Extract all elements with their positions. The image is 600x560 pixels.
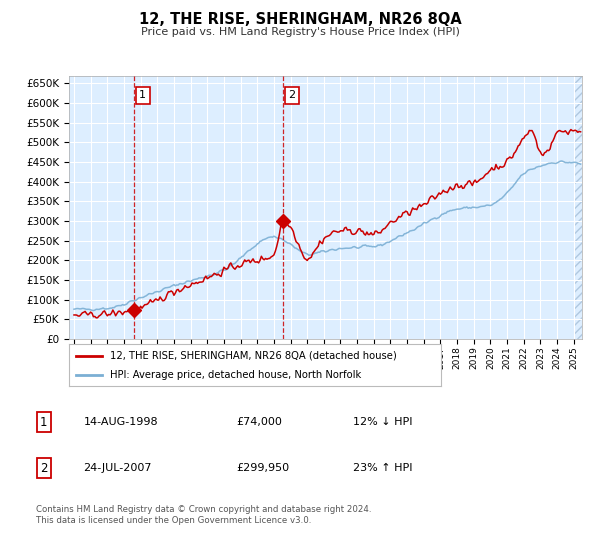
Text: 2: 2 [288,90,295,100]
Text: 12, THE RISE, SHERINGHAM, NR26 8QA (detached house): 12, THE RISE, SHERINGHAM, NR26 8QA (deta… [110,351,397,361]
Text: 1: 1 [40,416,47,429]
Text: £299,950: £299,950 [236,463,290,473]
Text: 2: 2 [40,462,47,475]
Text: 12% ↓ HPI: 12% ↓ HPI [353,417,412,427]
Text: HPI: Average price, detached house, North Norfolk: HPI: Average price, detached house, Nort… [110,370,361,380]
Text: 1: 1 [139,90,146,100]
Text: 12, THE RISE, SHERINGHAM, NR26 8QA: 12, THE RISE, SHERINGHAM, NR26 8QA [139,12,461,27]
Text: Price paid vs. HM Land Registry's House Price Index (HPI): Price paid vs. HM Land Registry's House … [140,27,460,37]
Text: £74,000: £74,000 [236,417,283,427]
Text: Contains HM Land Registry data © Crown copyright and database right 2024.
This d: Contains HM Land Registry data © Crown c… [36,505,371,525]
Text: 23% ↑ HPI: 23% ↑ HPI [353,463,412,473]
Text: 24-JUL-2007: 24-JUL-2007 [83,463,152,473]
Bar [574,76,582,339]
Bar [134,76,283,339]
Text: 14-AUG-1998: 14-AUG-1998 [83,417,158,427]
